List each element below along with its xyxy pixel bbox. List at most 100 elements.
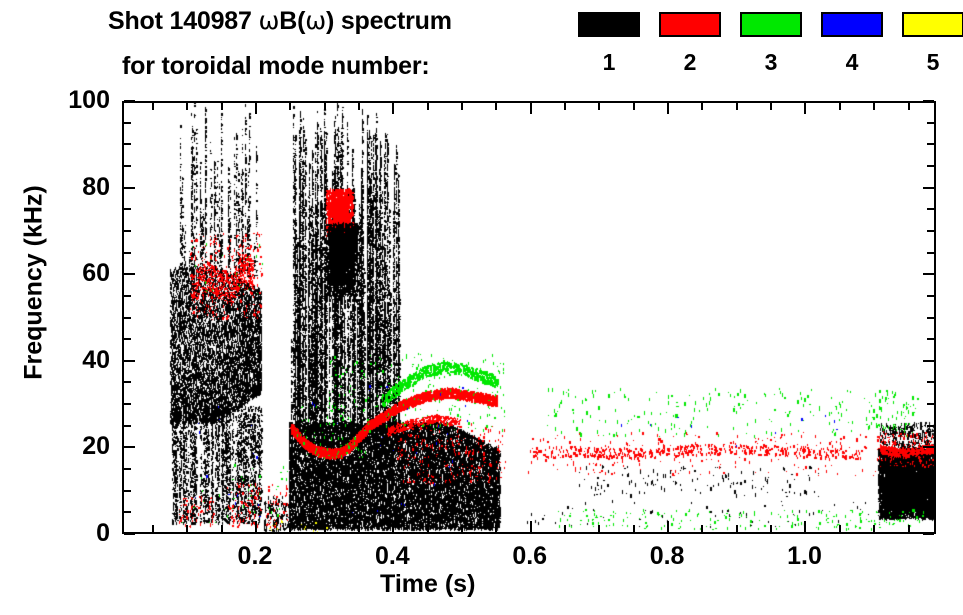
legend-label-mode-5: 5 (926, 49, 940, 75)
x-tick-minor-0.1 (186, 525, 189, 532)
y-tick-right-major-80 (923, 186, 934, 189)
x-tick-top-minor-1.1 (873, 103, 876, 110)
x-tick-top-major-0.4 (392, 103, 395, 114)
x-tick-top-minor-1.15 (907, 103, 910, 110)
plot-title-line-1: Shot 140987 ωB(ω) spectrum (108, 6, 452, 36)
x-tick-label-0.4: 0.4 (374, 542, 410, 570)
x-tick-label-0.2: 0.2 (237, 542, 273, 570)
y-tick-label-100: 100 (68, 86, 110, 114)
y-tick-right-major-60 (923, 273, 934, 276)
x-tick-top-minor-0.15 (220, 103, 223, 110)
x-tick-top-minor-0.5 (461, 103, 464, 110)
x-tick-minor-0.7 (598, 525, 601, 532)
y-tick-right-minor-5 (927, 511, 934, 514)
x-tick-top-minor-0.85 (701, 103, 704, 110)
y-tick-major-40 (124, 359, 135, 362)
y-tick-minor-95 (124, 121, 131, 124)
y-axis-title: Frequency (kHz) (19, 185, 48, 380)
x-tick-top-major-0.2 (254, 103, 257, 114)
x-tick-minor-0.55 (495, 525, 498, 532)
y-tick-right-minor-45 (927, 338, 934, 341)
legend-item-mode-2: 2 (659, 12, 721, 74)
legend-label-mode-4: 4 (845, 49, 859, 75)
y-tick-minor-5 (124, 511, 131, 514)
y-tick-minor-75 (124, 208, 131, 211)
x-tick-top-minor-0.75 (632, 103, 635, 110)
x-tick-minor-0.45 (426, 525, 429, 532)
x-tick-minor-1.15 (907, 525, 910, 532)
x-tick-minor-0.3 (323, 525, 326, 532)
x-tick-minor-0.25 (289, 525, 292, 532)
y-tick-major-60 (124, 273, 135, 276)
x-tick-label-0.6: 0.6 (512, 542, 548, 570)
x-tick-top-minor-0.3 (323, 103, 326, 110)
y-tick-right-major-20 (923, 446, 934, 449)
y-tick-minor-15 (124, 468, 131, 471)
x-tick-major-0.6 (529, 521, 532, 532)
y-tick-right-minor-65 (927, 251, 934, 254)
y-tick-minor-70 (124, 229, 131, 232)
legend-swatch-mode-3 (740, 12, 802, 37)
y-tick-major-20 (124, 446, 135, 449)
legend-item-mode-4: 4 (821, 12, 883, 74)
y-tick-label-0: 0 (96, 519, 110, 547)
y-tick-minor-55 (124, 294, 131, 297)
legend-swatch-mode-5 (902, 12, 963, 37)
plot-area (122, 101, 936, 534)
x-tick-top-minor-0.7 (598, 103, 601, 110)
y-tick-right-minor-50 (927, 316, 934, 319)
y-tick-label-80: 80 (82, 172, 110, 201)
x-tick-label-0.8: 0.8 (649, 542, 685, 570)
x-tick-minor-0.75 (632, 525, 635, 532)
x-tick-label-1.0: 1.0 (787, 542, 822, 570)
legend-label-mode-2: 2 (683, 49, 697, 75)
x-tick-minor-0.85 (701, 525, 704, 532)
x-tick-major-0.8 (667, 521, 670, 532)
x-tick-major-0.2 (254, 521, 257, 532)
legend-swatch-mode-1 (578, 12, 640, 37)
x-tick-minor-1.05 (838, 525, 841, 532)
x-tick-top-minor-0.05 (151, 103, 154, 110)
y-tick-major-80 (124, 186, 135, 189)
x-tick-minor-0.35 (357, 525, 360, 532)
y-tick-label-60: 60 (82, 259, 110, 288)
x-tick-top-minor-0.55 (495, 103, 498, 110)
legend-item-mode-3: 3 (740, 12, 802, 74)
y-tick-right-minor-55 (927, 294, 934, 297)
legend-label-mode-1: 1 (602, 49, 616, 75)
legend-swatch-mode-4 (821, 12, 883, 37)
legend-item-mode-5: 5 (902, 12, 963, 74)
x-tick-minor-0.95 (770, 525, 773, 532)
x-tick-minor-1.1 (873, 525, 876, 532)
x-tick-minor-0.5 (461, 525, 464, 532)
y-tick-minor-10 (124, 489, 131, 492)
legend: 1 2 3 4 5 (578, 12, 963, 90)
x-tick-minor-0.65 (564, 525, 567, 532)
y-tick-right-minor-15 (927, 468, 934, 471)
x-tick-top-major-0.8 (667, 103, 670, 114)
x-tick-minor-0.15 (220, 525, 223, 532)
spectrogram-canvas (124, 103, 934, 532)
y-tick-right-minor-25 (927, 424, 934, 427)
omega-symbol-2: ω (305, 6, 326, 35)
y-tick-right-minor-10 (927, 489, 934, 492)
x-axis-title: Time (s) (380, 570, 476, 598)
x-tick-top-minor-1.05 (838, 103, 841, 110)
plot-title-line-2: for toroidal mode number: (122, 52, 430, 80)
plot-title-suffix: ) spectrum (325, 7, 452, 35)
x-tick-top-major-0.6 (529, 103, 532, 114)
y-tick-minor-25 (124, 424, 131, 427)
legend-label-mode-3: 3 (764, 49, 778, 75)
y-tick-minor-50 (124, 316, 131, 319)
y-tick-right-minor-85 (927, 164, 934, 167)
y-tick-minor-45 (124, 338, 131, 341)
y-tick-minor-35 (124, 381, 131, 384)
y-tick-right-minor-30 (927, 403, 934, 406)
x-tick-minor-0.9 (735, 525, 738, 532)
y-tick-right-major-40 (923, 359, 934, 362)
x-tick-top-minor-0.95 (770, 103, 773, 110)
y-tick-minor-90 (124, 143, 131, 146)
y-tick-minor-65 (124, 251, 131, 254)
x-tick-top-minor-0.25 (289, 103, 292, 110)
y-tick-right-major-0 (923, 533, 934, 535)
